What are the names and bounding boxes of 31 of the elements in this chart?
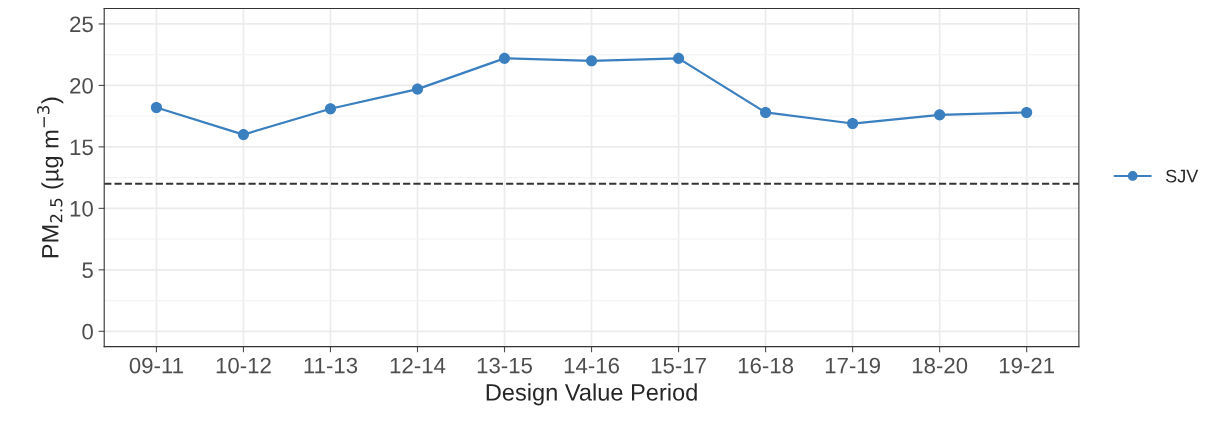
y-tick-label: 0 [82, 323, 93, 340]
y-tick-label: 10 [70, 200, 93, 217]
y-tick-label: 15 [70, 139, 93, 156]
y-tick-label: 20 [70, 77, 93, 94]
point [673, 52, 685, 64]
point [498, 52, 511, 64]
x-axis-title: Design Value Period [486, 383, 697, 406]
y-tick-label: 25 [70, 16, 93, 33]
x-tick-label: 11-13 [304, 357, 358, 374]
legend-label: SJV [1166, 169, 1199, 183]
x-tick-label: 16-18 [738, 357, 794, 374]
x-tick-label: 13-15 [477, 357, 533, 374]
point [585, 55, 598, 67]
point [411, 83, 424, 95]
x-tick-label: 18-20 [912, 357, 968, 374]
point [934, 109, 946, 121]
x-tick-label: 14-16 [564, 357, 619, 374]
x-tick-label: 12-14 [390, 357, 446, 374]
point [150, 101, 162, 114]
y-tick-label: 5 [82, 262, 93, 279]
point [1021, 106, 1033, 119]
point [237, 129, 249, 141]
point [760, 106, 772, 119]
x-tick-label: 09-11 [129, 357, 183, 374]
x-tick-label: 15-17 [651, 357, 706, 374]
y-axis-title: PM$_{2.5}$ (µg m$^{−3}$) [37, 97, 64, 258]
point [324, 103, 337, 115]
x-tick-label: 10-12 [216, 357, 271, 374]
x-tick-label: 19-21 [999, 357, 1054, 374]
x-tick-label: 17-19 [825, 357, 880, 374]
point [847, 117, 859, 130]
